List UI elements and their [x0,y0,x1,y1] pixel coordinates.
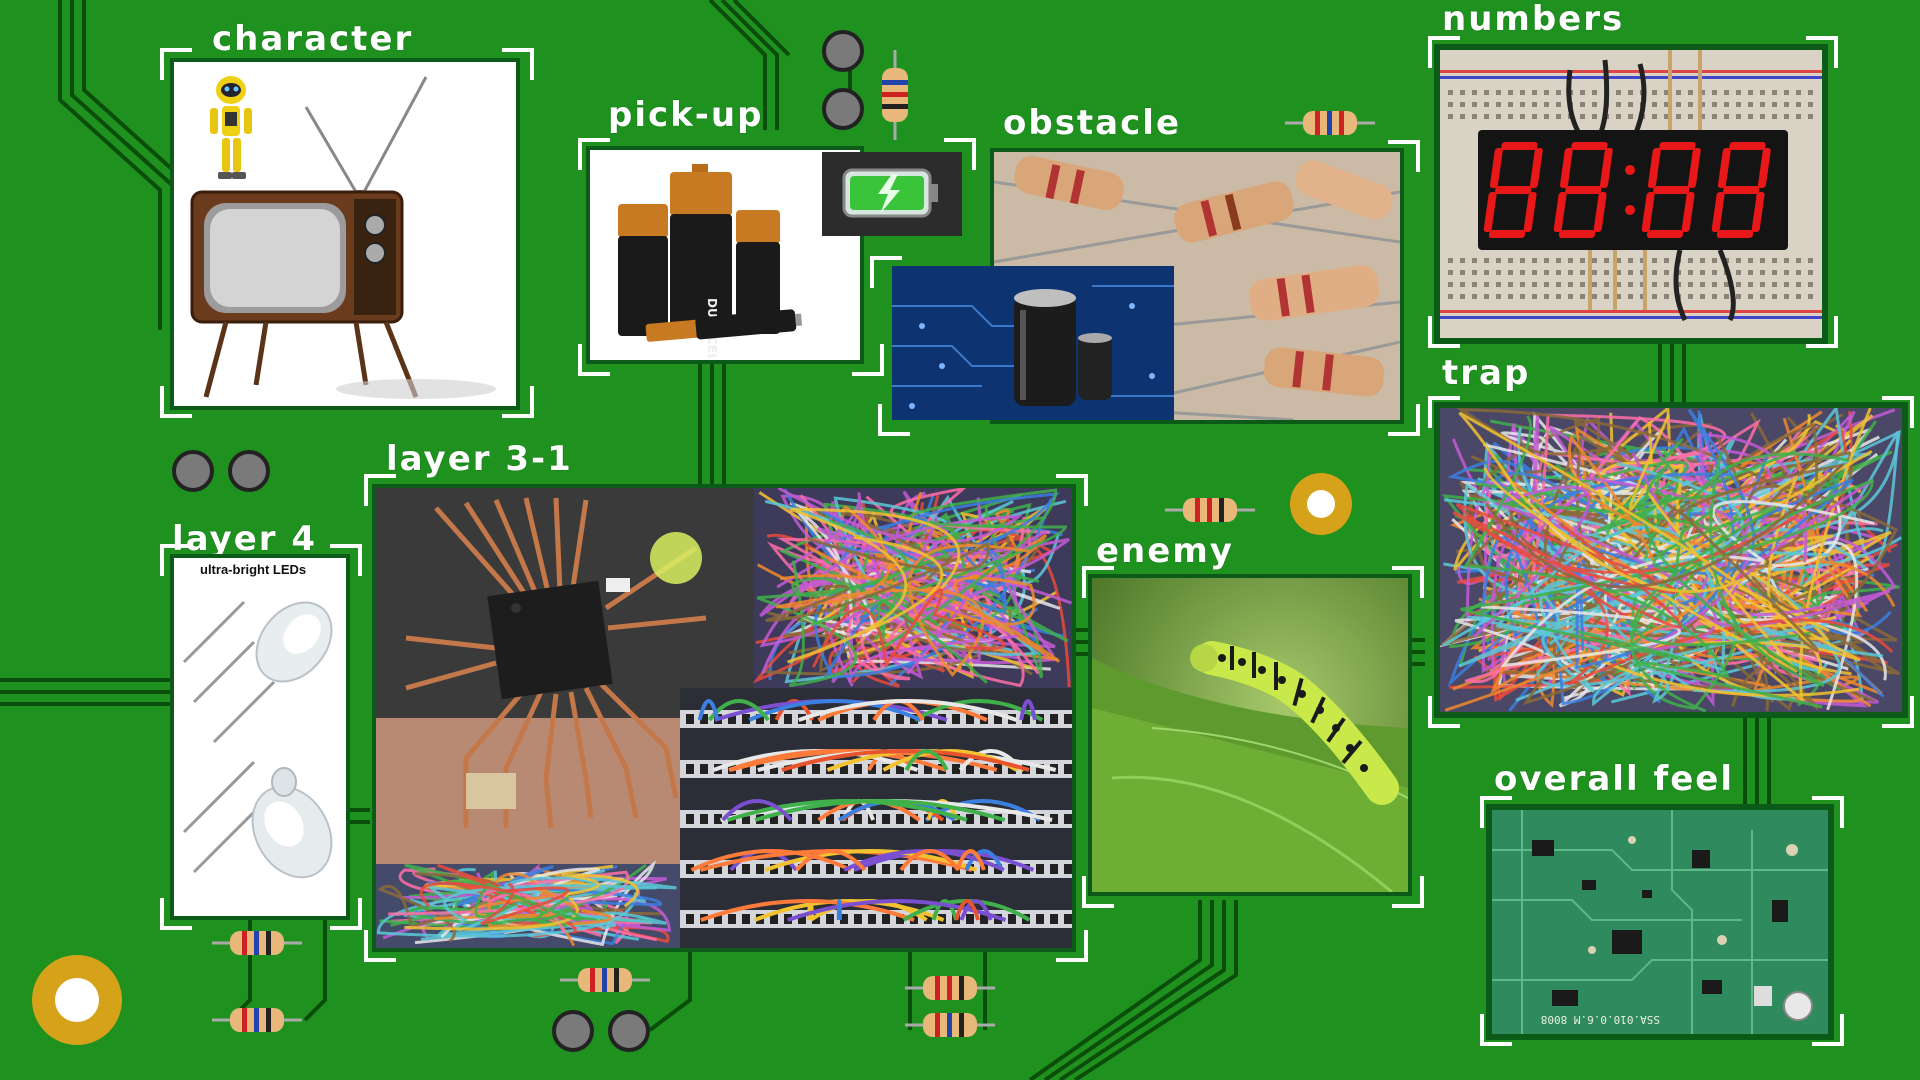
frame-corner [1480,1014,1512,1046]
frame-corner [1082,566,1114,598]
frame-corner [330,544,362,576]
tangled-wires-icon [1440,408,1902,712]
frame-corner [870,256,902,288]
section-label-overall: overall feel [1494,759,1735,799]
numbers-panel[interactable] [1434,44,1828,344]
trap-panel[interactable] [1434,402,1908,718]
frame-corner [364,474,396,506]
frame-corner [878,404,910,436]
frame-corner [1388,140,1420,172]
pickup-panel[interactable]: DURACELL [586,146,864,364]
frame-corner [1882,396,1914,428]
seven-segment-digit [1553,142,1613,238]
layer31-panel[interactable] [372,484,1076,952]
frame-corner [1812,796,1844,828]
capacitor-component [552,1010,594,1052]
frame-corner [502,48,534,80]
pcb-silkscreen-text: SSA.010.0.6.M 8008 [1541,1013,1660,1026]
section-label-layer4: layer 4 [172,519,318,559]
resistor-icon [1165,498,1255,522]
frame-corner [330,898,362,930]
frame-corner [1428,696,1460,728]
frame-corner [1392,566,1424,598]
frame-corner [160,898,192,930]
frame-corner [1882,696,1914,728]
led-icon [182,600,333,879]
capacitor-component [822,30,864,72]
frame-corner [364,930,396,962]
capacitor-photo [892,266,1174,420]
seven-segment-digit [1483,142,1543,238]
section-label-pickup: pick-up [608,95,764,135]
resistor-icon [905,976,995,1000]
gold-pad [1290,473,1352,535]
charging-battery-icon [842,168,938,218]
frame-corner [1806,36,1838,68]
microchip-collage [376,488,1072,948]
circuit-board-icon: SSA.010.0.6.M 8008 [1492,810,1828,1034]
section-label-layer31: layer 3-1 [386,439,573,479]
resistor-icon [212,1008,302,1032]
frame-corner [1388,404,1420,436]
layer4-panel[interactable]: ultra-bright LEDs [170,554,350,920]
frame-corner [1812,1014,1844,1046]
frame-corner [1082,876,1114,908]
frame-corner [160,386,192,418]
frame-corner [1428,396,1460,428]
frame-corner [502,386,534,418]
frame-corner [852,344,884,376]
resistor-icon [212,931,302,955]
gold-pad [32,955,122,1045]
seven-segment-digit [1641,142,1701,238]
resistor-icon [905,1013,995,1037]
capacitor-component [172,450,214,492]
frame-corner [1056,930,1088,962]
frame-corner [1480,796,1512,828]
frame-corner [1056,474,1088,506]
enemy-panel[interactable] [1088,574,1412,896]
frame-corner [160,544,192,576]
resistor-icon [1285,111,1375,135]
section-label-numbers: numbers [1442,0,1625,39]
resistor-icon [882,50,908,140]
section-label-enemy: enemy [1096,531,1234,571]
caterpillar-icon [1190,641,1399,805]
frame-corner [160,48,192,80]
capacitor-component [608,1010,650,1052]
seven-segment-display-icon [1440,50,1822,338]
capacitor-icon [892,266,1174,420]
character-panel[interactable] [170,58,520,410]
capacitor-component [228,450,270,492]
capacitor-component [822,88,864,130]
layer4-caption: ultra-bright LEDs [200,562,307,577]
frame-corner [578,344,610,376]
section-label-character: character [212,19,414,59]
frame-corner [1392,876,1424,908]
charging-battery-photo [822,152,962,236]
frame-corner [944,138,976,170]
robot-icon [210,76,252,179]
frame-corner [1806,316,1838,348]
caterpillar-photo [1092,578,1408,892]
resistor-icon [560,968,650,992]
section-label-obstacle: obstacle [1003,103,1181,143]
seven-segment-digit [1711,142,1771,238]
frame-corner [1428,36,1460,68]
frame-corner [1428,316,1460,348]
retro-tv-icon [190,76,496,399]
section-label-trap: trap [1442,353,1531,393]
battery-icon: DURACELL [618,164,803,358]
frame-corner [578,138,610,170]
overall-panel[interactable]: SSA.010.0.6.M 8008 [1486,804,1834,1040]
